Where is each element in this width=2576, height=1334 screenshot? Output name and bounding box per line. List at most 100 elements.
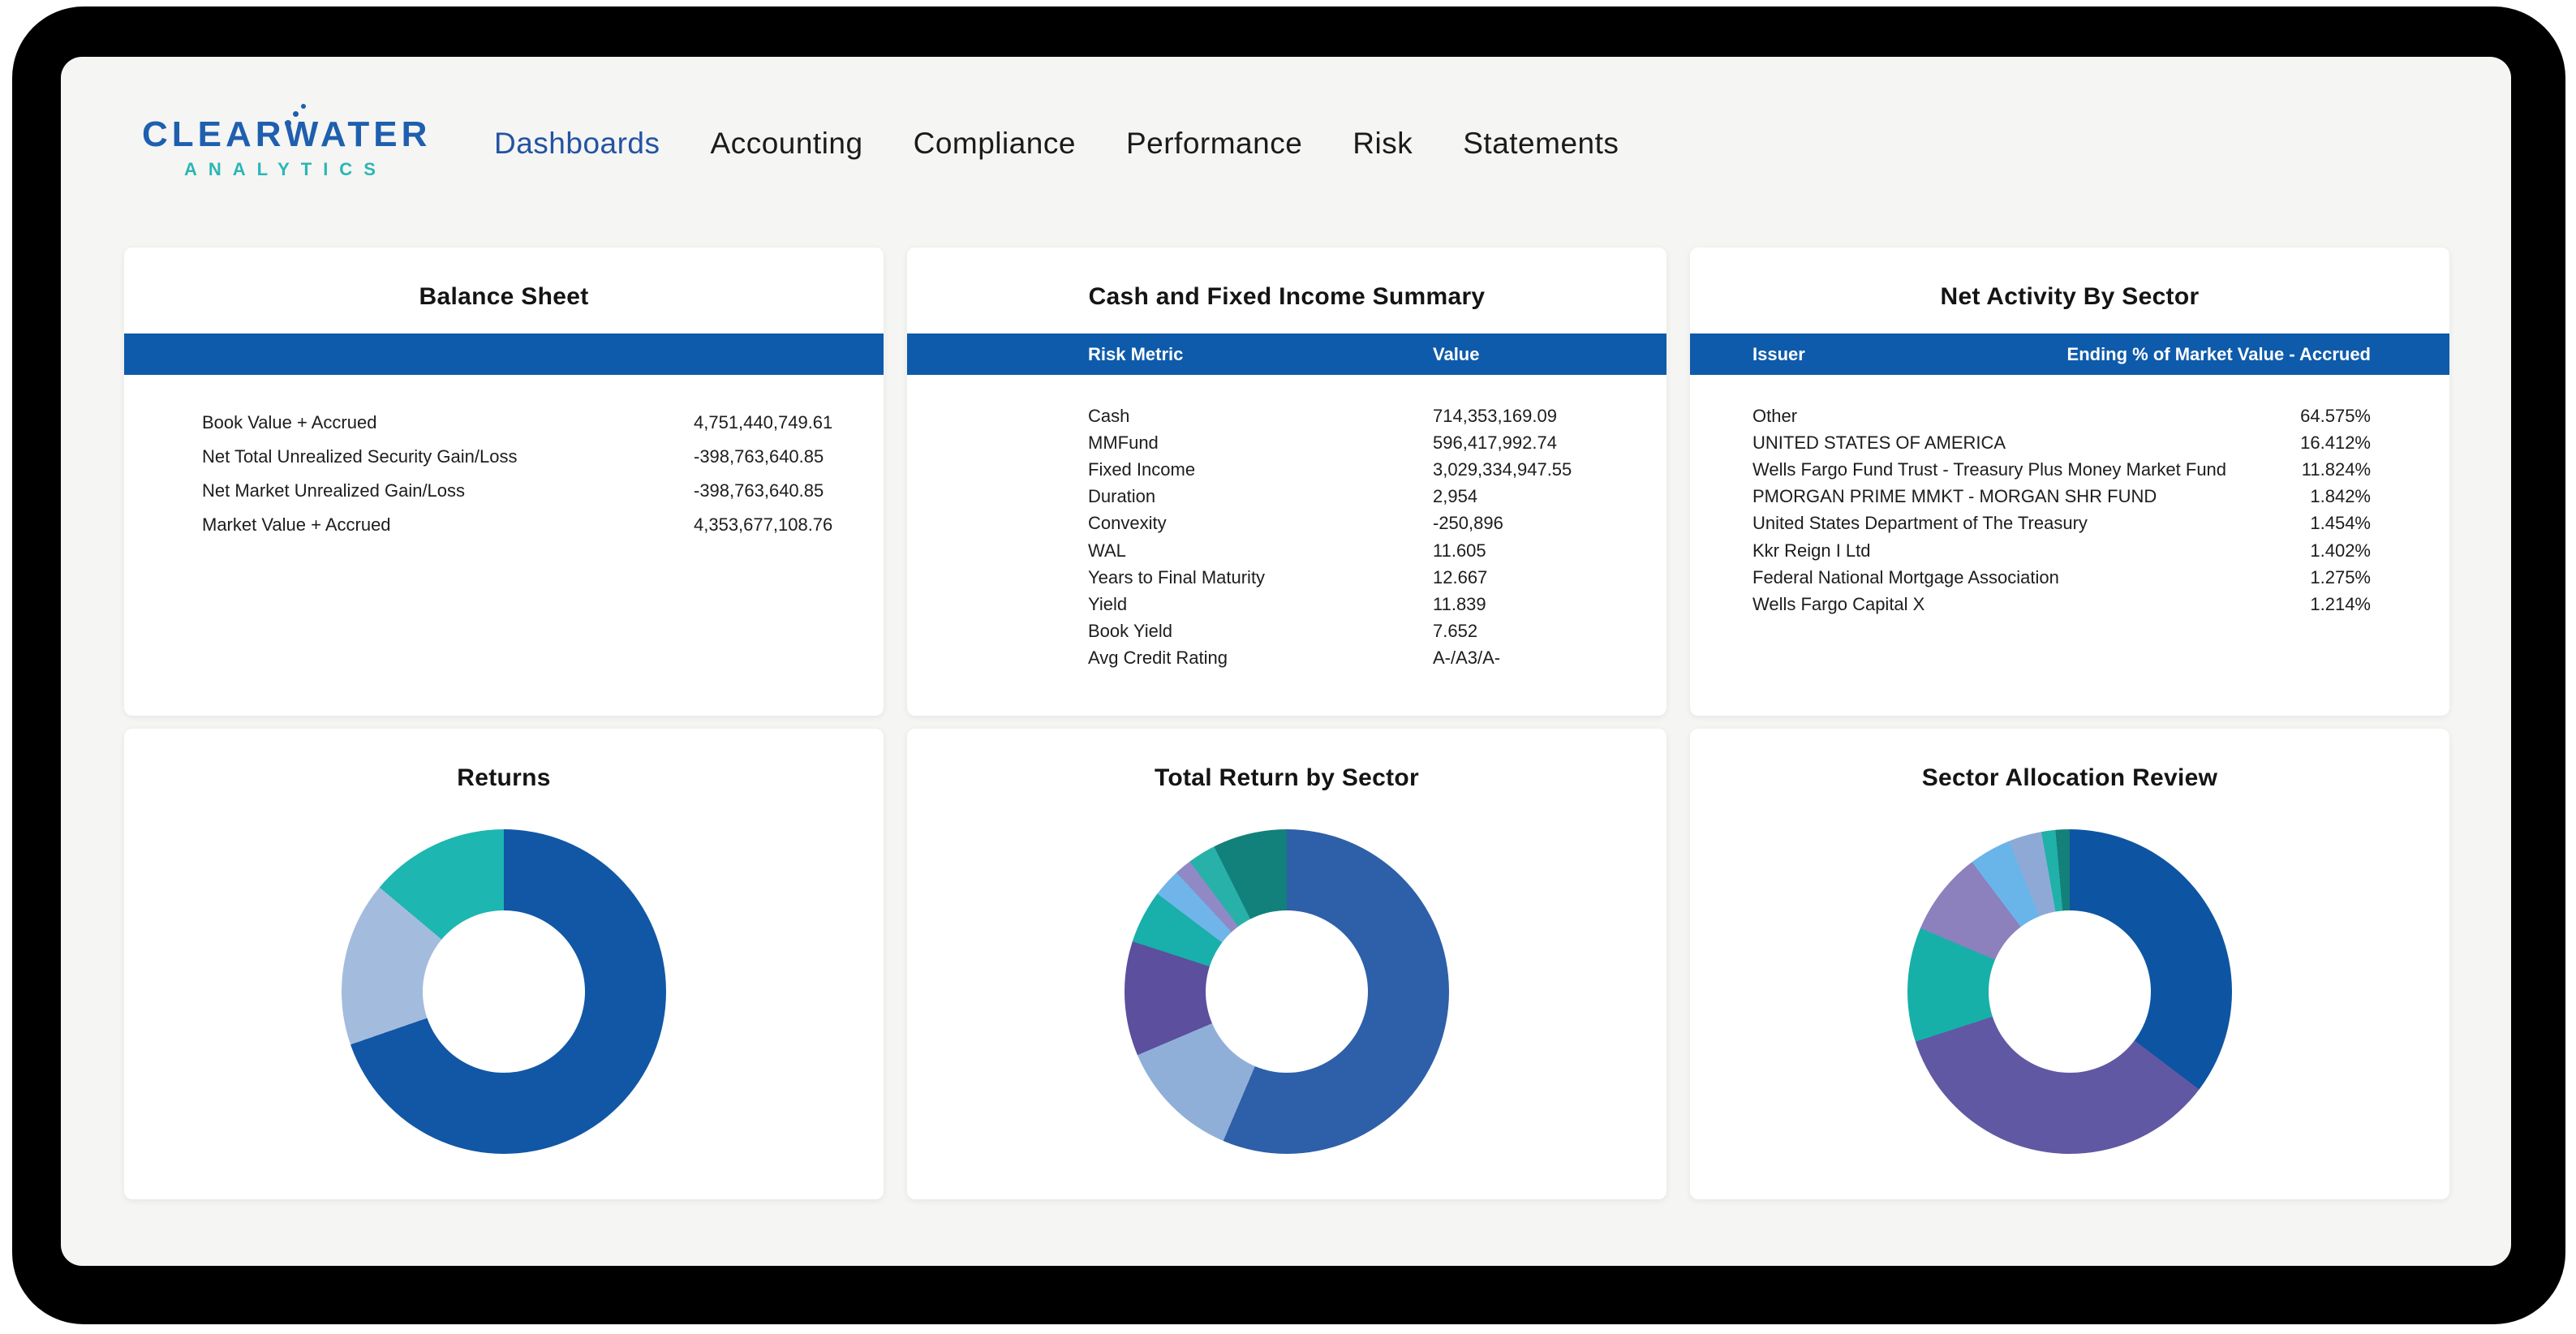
row-value: -398,763,640.85 bbox=[694, 446, 824, 467]
row-value: 1.454% bbox=[2310, 513, 2371, 534]
row-value: 4,751,440,749.61 bbox=[694, 412, 833, 432]
donut-hole bbox=[1206, 910, 1368, 1073]
column-header-value: Value bbox=[1433, 343, 1480, 364]
table-row: United States Department of The Treasury… bbox=[1690, 510, 2449, 537]
row-label: Other bbox=[1752, 405, 1798, 426]
table-header-bar: Risk Metric Value bbox=[907, 334, 1666, 375]
table-header-bar: Issuer Ending % of Market Value - Accrue… bbox=[1690, 334, 2449, 375]
nav-item-compliance[interactable]: Compliance bbox=[913, 127, 1076, 160]
row-label: Market Value + Accrued bbox=[202, 514, 391, 535]
table-row: Yield 11.839 bbox=[907, 591, 1666, 618]
table-row: Market Value + Accrued 4,353,677,108.76 bbox=[124, 508, 884, 542]
row-label: Wells Fargo Fund Trust - Treasury Plus M… bbox=[1752, 458, 2227, 480]
column-header-ending-pct: Ending % of Market Value - Accrued bbox=[2066, 343, 2371, 364]
card-balance-sheet: Balance Sheet Book Value + Accrued 4,751,… bbox=[124, 247, 884, 716]
row-label: UNITED STATES OF AMERICA bbox=[1752, 432, 2006, 453]
returns-donut-chart bbox=[342, 829, 666, 1154]
table-row: Kkr Reign I Ltd 1.402% bbox=[1690, 537, 2449, 564]
table-row: Book Yield 7.652 bbox=[907, 618, 1666, 645]
row-value: 3,029,334,947.55 bbox=[1433, 458, 1572, 480]
card-net-activity-by-sector: Net Activity By Sector Issuer Ending % o… bbox=[1690, 247, 2449, 716]
row-label: Fixed Income bbox=[1088, 458, 1196, 480]
row-value: 1.402% bbox=[2310, 540, 2371, 561]
row-value: 1.275% bbox=[2310, 566, 2371, 587]
nav-item-accounting[interactable]: Accounting bbox=[710, 127, 863, 160]
nav-item-dashboards[interactable]: Dashboards bbox=[494, 127, 660, 160]
row-label: Federal National Mortgage Association bbox=[1752, 566, 2059, 587]
row-label: Duration bbox=[1088, 486, 1156, 507]
card-title: Total Return by Sector bbox=[1154, 764, 1420, 791]
logo-subtitle: ANALYTICS bbox=[184, 159, 387, 179]
row-value: 11.605 bbox=[1433, 540, 1486, 561]
card-title: Sector Allocation Review bbox=[1921, 764, 2218, 791]
table-row: Net Market Unrealized Gain/Loss -398,763,… bbox=[124, 474, 884, 508]
card-total-return-by-sector: Total Return by Sector bbox=[907, 729, 1666, 1199]
table-header-bar bbox=[124, 334, 884, 375]
row-value: 11.824% bbox=[2301, 458, 2371, 480]
table-row: Convexity -250,896 bbox=[907, 510, 1666, 537]
table-row: Other 64.575% bbox=[1690, 402, 2449, 429]
row-label: Avg Credit Rating bbox=[1088, 648, 1228, 669]
row-value: A-/A3/A- bbox=[1433, 648, 1501, 669]
donut-hole bbox=[1989, 910, 2151, 1073]
row-value: 16.412% bbox=[2300, 432, 2371, 453]
row-value: 2,954 bbox=[1433, 486, 1478, 507]
total-return-by-sector-donut-chart bbox=[1125, 829, 1449, 1154]
card-title: Balance Sheet bbox=[419, 283, 589, 310]
card-title: Cash and Fixed Income Summary bbox=[1088, 283, 1486, 310]
row-value: 4,353,677,108.76 bbox=[694, 514, 833, 535]
row-label: PMORGAN PRIME MMKT - MORGAN SHR FUND bbox=[1752, 486, 2157, 507]
table-row: Federal National Mortgage Association 1.2… bbox=[1690, 564, 2449, 591]
row-label: Convexity bbox=[1088, 513, 1167, 534]
row-value: 7.652 bbox=[1433, 621, 1478, 642]
row-label: United States Department of The Treasury bbox=[1752, 513, 2088, 534]
row-value: -398,763,640.85 bbox=[694, 480, 824, 501]
table-row: Years to Final Maturity 12.667 bbox=[907, 564, 1666, 591]
row-value: 11.839 bbox=[1433, 593, 1486, 614]
column-header-issuer: Issuer bbox=[1752, 343, 1805, 364]
row-label: Net Total Unrealized Security Gain/Loss bbox=[202, 446, 518, 467]
table-row: Duration 2,954 bbox=[907, 484, 1666, 510]
table-row: UNITED STATES OF AMERICA 16.412% bbox=[1690, 429, 2449, 456]
row-label: WAL bbox=[1088, 540, 1126, 561]
nav-item-risk[interactable]: Risk bbox=[1353, 127, 1413, 160]
card-returns: Returns bbox=[124, 729, 884, 1199]
table-row: Wells Fargo Capital X 1.214% bbox=[1690, 591, 2449, 618]
table-row: PMORGAN PRIME MMKT - MORGAN SHR FUND 1.84… bbox=[1690, 484, 2449, 510]
card-cash-fixed-income-summary: Cash and Fixed Income Summary Risk Metri… bbox=[907, 247, 1666, 716]
main-nav: Dashboards Accounting Compliance Perform… bbox=[494, 127, 1619, 161]
row-label: Wells Fargo Capital X bbox=[1752, 593, 1925, 614]
risk-metric-table: Cash 714,353,169.09 MMFund 596,417,992.74 Fi… bbox=[907, 402, 1666, 672]
row-value: 1.214% bbox=[2310, 593, 2371, 614]
row-label: Book Value + Accrued bbox=[202, 412, 377, 432]
row-value: -250,896 bbox=[1433, 513, 1503, 534]
table-row: Book Value + Accrued 4,751,440,749.61 bbox=[124, 406, 884, 440]
table-row: Cash 714,353,169.09 bbox=[907, 402, 1666, 429]
row-value: 596,417,992.74 bbox=[1433, 432, 1557, 453]
row-value: 12.667 bbox=[1433, 566, 1488, 587]
nav-item-performance[interactable]: Performance bbox=[1125, 127, 1303, 160]
sector-allocation-review-donut-chart bbox=[1907, 829, 2232, 1154]
balance-sheet-table: Book Value + Accrued 4,751,440,749.61 Net … bbox=[124, 406, 884, 542]
clearwater-logo[interactable]: CLEARWATER ANALYTICS bbox=[142, 104, 431, 179]
row-value: 714,353,169.09 bbox=[1433, 405, 1557, 426]
donut-hole bbox=[423, 910, 585, 1073]
row-label: Years to Final Maturity bbox=[1088, 566, 1266, 587]
card-title: Returns bbox=[457, 764, 551, 791]
table-row: MMFund 596,417,992.74 bbox=[907, 429, 1666, 456]
issuer-table: Other 64.575% UNITED STATES OF AMERICA 16.4… bbox=[1690, 402, 2449, 618]
card-title: Net Activity By Sector bbox=[1940, 283, 2200, 310]
app-page: CLEARWATER ANALYTICS Dashboards Accounti… bbox=[61, 57, 2511, 1266]
table-row: Wells Fargo Fund Trust - Treasury Plus M… bbox=[1690, 456, 2449, 483]
row-label: Cash bbox=[1088, 405, 1130, 426]
row-label: Book Yield bbox=[1088, 621, 1172, 642]
table-row: Net Total Unrealized Security Gain/Loss -… bbox=[124, 440, 884, 474]
logo-droplet-dots-icon bbox=[285, 104, 317, 128]
row-label: Yield bbox=[1088, 593, 1128, 614]
row-label: MMFund bbox=[1088, 432, 1159, 453]
table-row: Fixed Income 3,029,334,947.55 bbox=[907, 456, 1666, 483]
row-value: 1.842% bbox=[2310, 486, 2371, 507]
nav-item-statements[interactable]: Statements bbox=[1463, 127, 1619, 160]
device-frame: CLEARWATER ANALYTICS Dashboards Accounti… bbox=[12, 6, 2565, 1324]
table-row: Avg Credit Rating A-/A3/A- bbox=[907, 645, 1666, 672]
